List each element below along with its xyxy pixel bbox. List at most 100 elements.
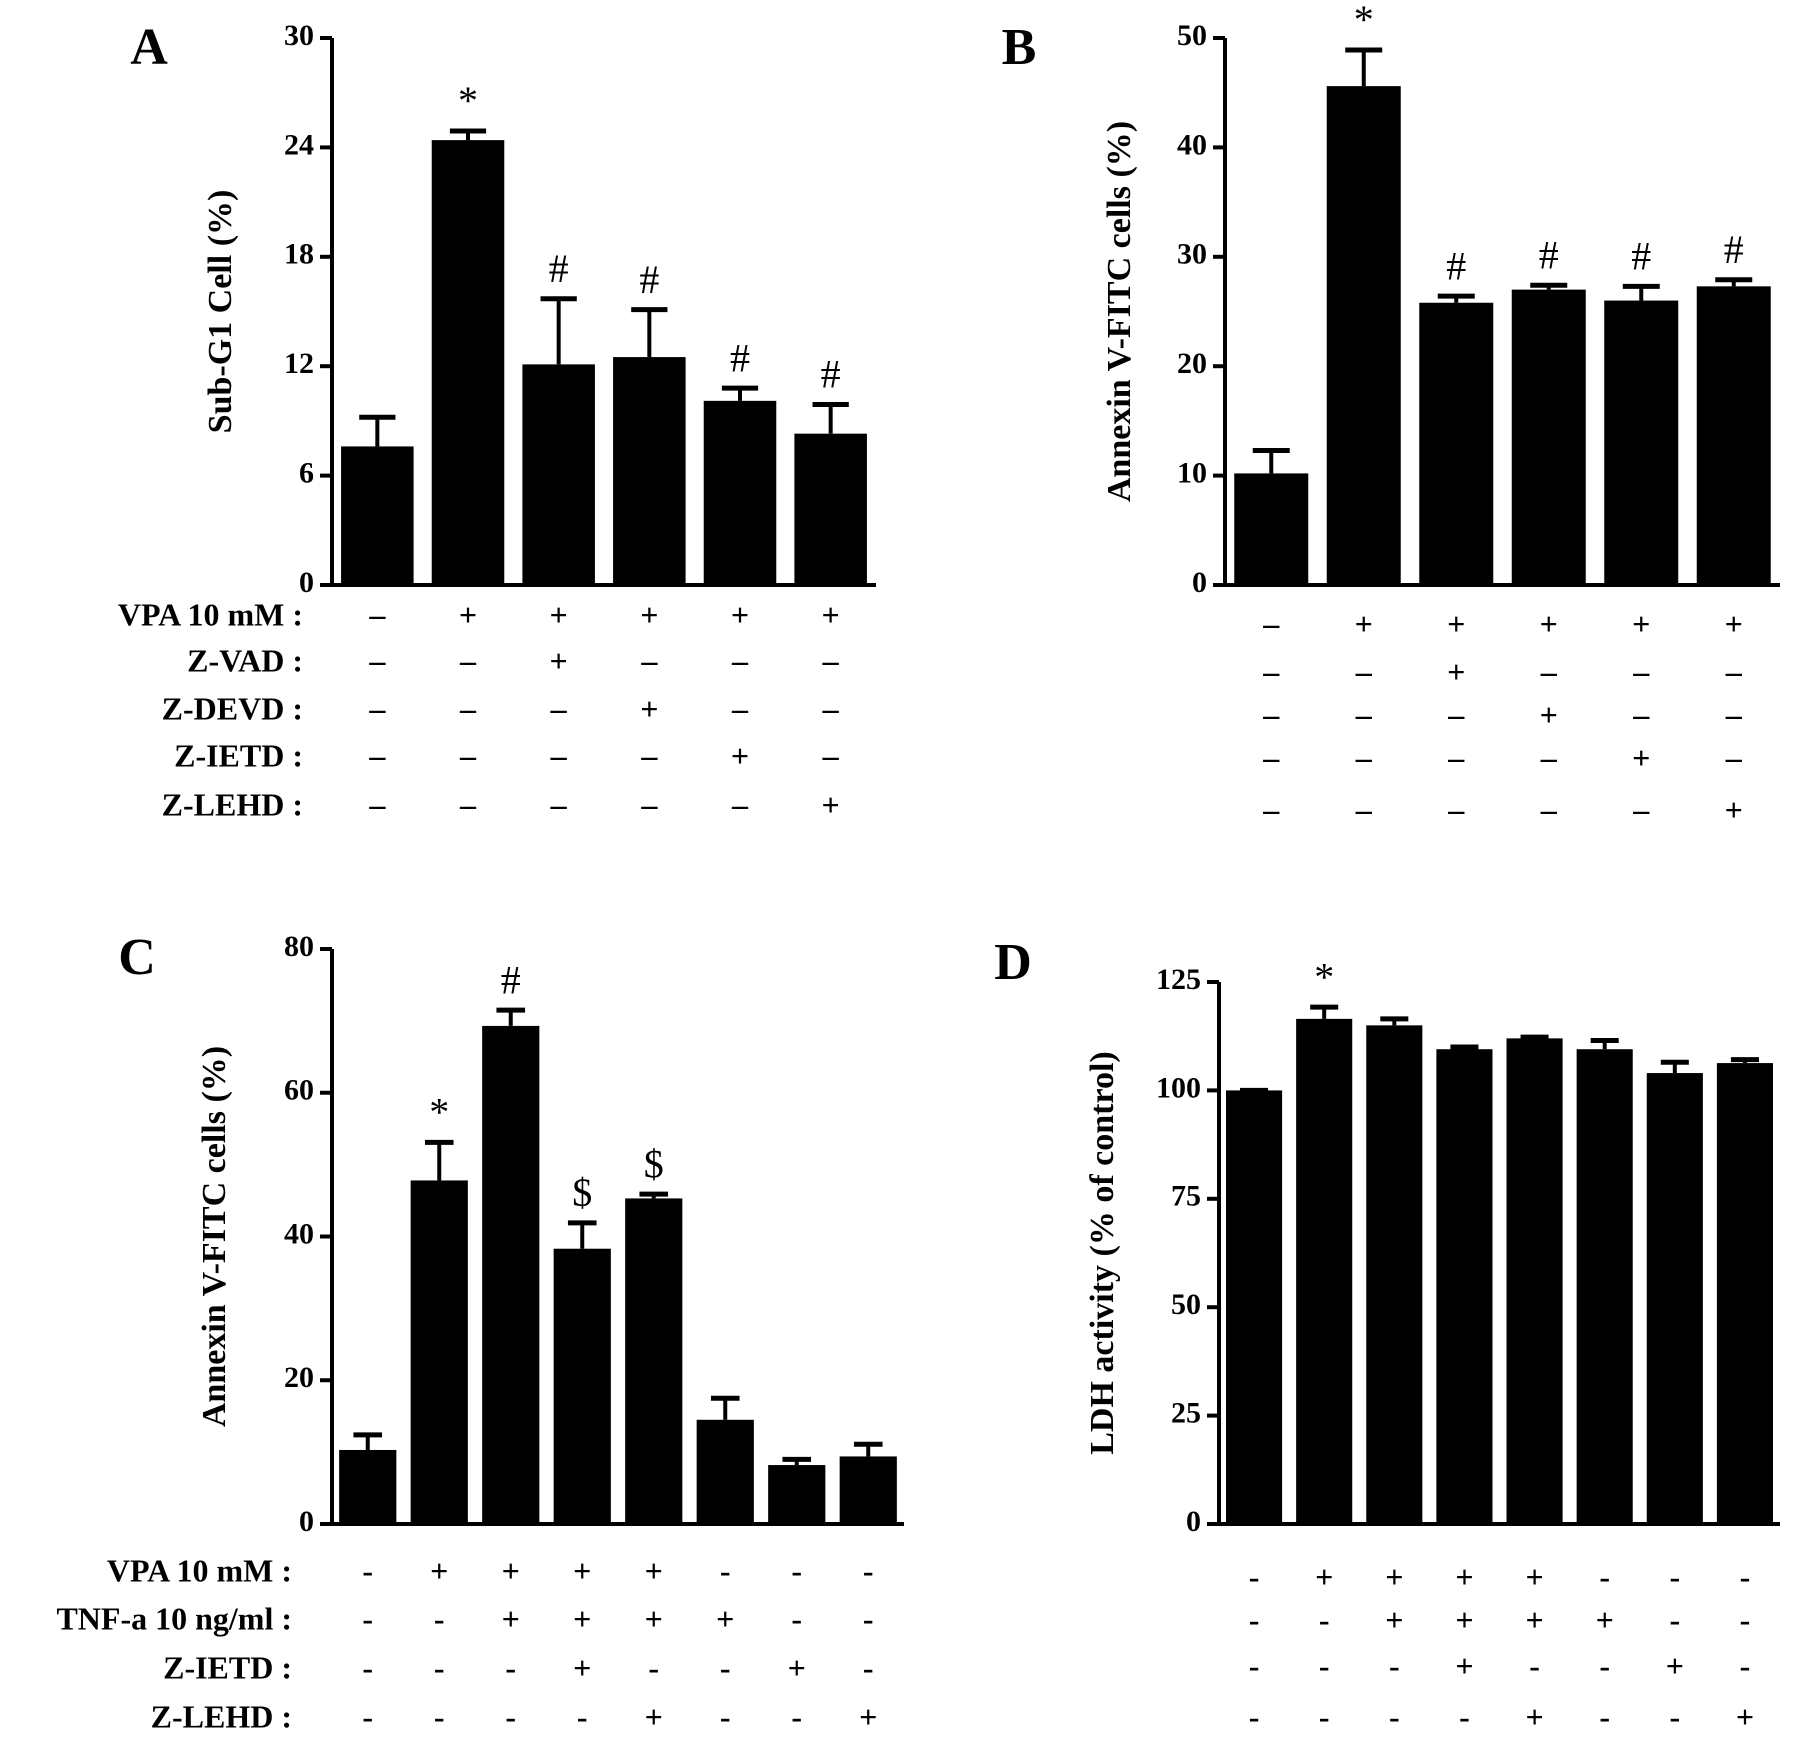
treatment-sign: -	[1669, 1601, 1680, 1637]
bar	[1576, 1049, 1633, 1524]
treatment-sign: –	[822, 690, 840, 726]
treatment-sign: –	[640, 642, 658, 678]
treatment-sign: –	[459, 690, 477, 726]
treatment-sign: –	[1355, 653, 1373, 689]
treatment-sign: +	[573, 1552, 591, 1588]
bar	[1696, 286, 1771, 585]
significance-mark: #	[549, 246, 569, 291]
bar	[1226, 1090, 1283, 1524]
treatment-sign: -	[791, 1552, 802, 1588]
y-tick-label: 12	[284, 347, 314, 380]
y-tick-label: 6	[299, 456, 314, 489]
significance-mark: #	[1446, 243, 1466, 288]
treatment-sign: –	[1355, 696, 1373, 732]
y-tick-label: 40	[1177, 128, 1207, 161]
significance-mark: *	[1354, 0, 1374, 42]
treatment-sign: +	[1632, 739, 1650, 775]
bar	[1234, 473, 1309, 585]
treatment-sign: -	[1319, 1698, 1330, 1734]
y-tick-label: 10	[1177, 456, 1207, 489]
treatment-sign: +	[1385, 1601, 1403, 1637]
y-tick-label: 75	[1171, 1180, 1201, 1213]
bar	[768, 1465, 826, 1524]
treatment-sign: -	[863, 1552, 874, 1588]
treatment-sign: +	[1525, 1601, 1543, 1637]
y-tick-label: 25	[1171, 1396, 1201, 1429]
significance-mark: *	[1314, 954, 1334, 999]
treatment-sign: +	[573, 1649, 591, 1685]
treatment-sign: +	[1455, 1647, 1473, 1683]
y-axis-label: Annexin V-FITC cells (%)	[1101, 121, 1138, 502]
treatment-sign: –	[368, 596, 386, 632]
treatment-sign: –	[1262, 696, 1280, 732]
y-axis-label: Annexin V-FITC cells (%)	[196, 1046, 233, 1427]
bar	[1646, 1073, 1703, 1524]
y-tick-label: 18	[284, 238, 314, 271]
treatment-sign: -	[791, 1698, 802, 1734]
treatment-sign: –	[731, 642, 749, 678]
treatment-sign: –	[1725, 739, 1743, 775]
treatment-sign: +	[1447, 653, 1465, 689]
treatment-sign: +	[1666, 1647, 1684, 1683]
treatment-sign: –	[459, 786, 477, 822]
treatment-sign: -	[720, 1649, 731, 1685]
treatment-sign: -	[863, 1649, 874, 1685]
treatment-sign: +	[731, 596, 749, 632]
treatment-sign: +	[459, 596, 477, 632]
bar	[1511, 289, 1586, 585]
treatment-sign: +	[1725, 791, 1743, 827]
y-tick-label: 0	[1186, 1505, 1201, 1538]
panel-label: D	[994, 934, 1032, 991]
significance-mark: #	[1631, 234, 1651, 279]
significance-mark: #	[1539, 232, 1559, 277]
treatment-label: Z-LEHD :	[162, 786, 303, 822]
treatment-sign: –	[550, 737, 568, 773]
bar	[1366, 1025, 1423, 1524]
treatment-sign: -	[1599, 1558, 1610, 1594]
bar	[703, 400, 777, 585]
treatment-sign: +	[1596, 1601, 1614, 1637]
treatment-sign: -	[791, 1600, 802, 1636]
treatment-sign: -	[1249, 1558, 1260, 1594]
significance-mark: $	[644, 1141, 664, 1186]
treatment-sign: -	[362, 1600, 373, 1636]
significance-mark: #	[730, 335, 750, 380]
bar	[553, 1248, 611, 1524]
significance-mark: #	[821, 352, 841, 397]
treatment-sign: -	[1740, 1601, 1751, 1637]
treatment-sign: +	[645, 1600, 663, 1636]
treatment-sign: -	[434, 1600, 445, 1636]
treatment-sign: –	[1632, 653, 1650, 689]
treatment-label: Z-IETD :	[163, 1649, 292, 1685]
treatment-sign: +	[1455, 1558, 1473, 1594]
treatment-sign: -	[505, 1649, 516, 1685]
treatment-sign: –	[368, 737, 386, 773]
significance-mark: *	[458, 78, 478, 123]
treatment-sign: –	[1540, 653, 1558, 689]
y-tick-label: 50	[1177, 19, 1207, 52]
bar	[625, 1198, 683, 1524]
treatment-sign: +	[1447, 605, 1465, 641]
treatment-label: Z-DEVD :	[162, 690, 303, 726]
y-tick-label: 20	[1177, 347, 1207, 380]
treatment-sign: –	[550, 786, 568, 822]
treatment-label: Z-LEHD :	[151, 1698, 292, 1734]
treatment-sign: –	[1262, 605, 1280, 641]
y-tick-label: 20	[284, 1361, 314, 1394]
treatment-sign: –	[822, 642, 840, 678]
treatment-sign: -	[1599, 1698, 1610, 1734]
treatment-sign: -	[1740, 1558, 1751, 1594]
treatment-sign: +	[1540, 696, 1558, 732]
panel-label: C	[118, 929, 156, 986]
y-axis-label: LDH activity (% of control)	[1084, 1051, 1121, 1455]
treatment-label: TNF-a 10 ng/ml :	[56, 1600, 292, 1636]
significance-mark: #	[1724, 227, 1744, 272]
treatment-sign: -	[863, 1600, 874, 1636]
treatment-sign: +	[550, 596, 568, 632]
bar	[839, 1456, 897, 1524]
treatment-sign: -	[1669, 1558, 1680, 1594]
treatment-sign: -	[648, 1649, 659, 1685]
treatment-label: VPA 10 mM :	[107, 1552, 292, 1588]
treatment-sign: –	[459, 642, 477, 678]
